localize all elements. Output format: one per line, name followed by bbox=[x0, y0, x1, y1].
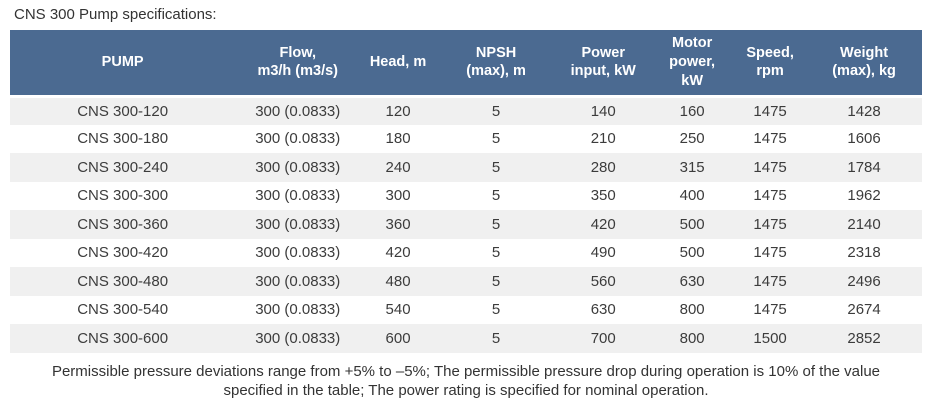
cell-pump: CNS 300-180 bbox=[10, 124, 236, 153]
cell-power-input: 490 bbox=[556, 238, 651, 267]
column-header-head: Head, m bbox=[360, 30, 436, 98]
cell-pump: CNS 300-540 bbox=[10, 295, 236, 324]
cell-head: 180 bbox=[360, 124, 436, 153]
cell-head: 600 bbox=[360, 324, 436, 353]
cell-weight: 2496 bbox=[806, 267, 922, 296]
page: CNS 300 Pump specifications: PUMP Flow, m… bbox=[10, 6, 922, 400]
cell-flow: 300 (0.0833) bbox=[235, 324, 361, 353]
cell-head: 360 bbox=[360, 210, 436, 239]
cell-pump: CNS 300-360 bbox=[10, 210, 236, 239]
cell-power-input: 280 bbox=[556, 153, 651, 182]
page-title: CNS 300 Pump specifications: bbox=[14, 6, 217, 23]
cell-power-input: 210 bbox=[556, 124, 651, 153]
cell-npsh: 5 bbox=[435, 324, 557, 353]
cell-pump: CNS 300-480 bbox=[10, 267, 236, 296]
cell-npsh: 5 bbox=[435, 238, 557, 267]
cell-weight: 2852 bbox=[806, 324, 922, 353]
cell-motor-power: 315 bbox=[650, 153, 735, 182]
cell-pump: CNS 300-120 bbox=[10, 96, 236, 125]
cell-speed: 1475 bbox=[734, 295, 807, 324]
cell-motor-power: 800 bbox=[650, 324, 735, 353]
table-row: CNS 300-420 300 (0.0833) 420 5 490 500 1475 231… bbox=[10, 238, 922, 267]
cell-motor-power: 400 bbox=[650, 181, 735, 210]
cell-flow: 300 (0.0833) bbox=[235, 210, 361, 239]
cell-npsh: 5 bbox=[435, 267, 557, 296]
cell-motor-power: 800 bbox=[650, 295, 735, 324]
cell-speed: 1475 bbox=[734, 267, 807, 296]
cell-npsh: 5 bbox=[435, 181, 557, 210]
column-header-power-input: Power input, kW bbox=[556, 30, 651, 98]
cell-power-input: 630 bbox=[556, 295, 651, 324]
cell-power-input: 140 bbox=[556, 96, 651, 125]
cell-power-input: 700 bbox=[556, 324, 651, 353]
cell-speed: 1475 bbox=[734, 210, 807, 239]
cell-flow: 300 (0.0833) bbox=[235, 153, 361, 182]
table-row: CNS 300-120 300 (0.0833) 120 5 140 160 1475 142… bbox=[10, 96, 922, 125]
cell-speed: 1475 bbox=[734, 96, 807, 125]
column-header-speed: Speed, rpm bbox=[734, 30, 807, 98]
cell-speed: 1475 bbox=[734, 153, 807, 182]
cell-weight: 2140 bbox=[806, 210, 922, 239]
table-row: CNS 300-480 300 (0.0833) 480 5 560 630 1475 249… bbox=[10, 267, 922, 296]
cell-npsh: 5 bbox=[435, 210, 557, 239]
cell-pump: CNS 300-600 bbox=[10, 324, 236, 353]
cell-pump: CNS 300-240 bbox=[10, 153, 236, 182]
cell-motor-power: 250 bbox=[650, 124, 735, 153]
cell-weight: 1962 bbox=[806, 181, 922, 210]
column-header-npsh: NPSH (max), m bbox=[435, 30, 557, 98]
cell-motor-power: 160 bbox=[650, 96, 735, 125]
cell-power-input: 350 bbox=[556, 181, 651, 210]
cell-head: 240 bbox=[360, 153, 436, 182]
cell-weight: 1428 bbox=[806, 96, 922, 125]
cell-flow: 300 (0.0833) bbox=[235, 295, 361, 324]
table-row: CNS 300-540 300 (0.0833) 540 5 630 800 1475 267… bbox=[10, 295, 922, 324]
cell-speed: 1475 bbox=[734, 181, 807, 210]
pump-spec-table: PUMP Flow, m3/h (m3/s) Head, m NPSH (max), … bbox=[10, 30, 922, 353]
cell-weight: 2674 bbox=[806, 295, 922, 324]
cell-flow: 300 (0.0833) bbox=[235, 181, 361, 210]
table-header: PUMP Flow, m3/h (m3/s) Head, m NPSH (max), … bbox=[10, 30, 922, 98]
cell-weight: 1606 bbox=[806, 124, 922, 153]
cell-speed: 1475 bbox=[734, 124, 807, 153]
cell-motor-power: 630 bbox=[650, 267, 735, 296]
cell-npsh: 5 bbox=[435, 153, 557, 182]
header-row: PUMP Flow, m3/h (m3/s) Head, m NPSH (max), … bbox=[10, 30, 922, 98]
table-row: CNS 300-300 300 (0.0833) 300 5 350 400 1475 196… bbox=[10, 181, 922, 210]
cell-flow: 300 (0.0833) bbox=[235, 124, 361, 153]
table-row: CNS 300-180 300 (0.0833) 180 5 210 250 1475 160… bbox=[10, 124, 922, 153]
table-row: CNS 300-240 300 (0.0833) 240 5 280 315 1475 178… bbox=[10, 153, 922, 182]
cell-npsh: 5 bbox=[435, 295, 557, 324]
cell-speed: 1500 bbox=[734, 324, 807, 353]
cell-head: 540 bbox=[360, 295, 436, 324]
cell-weight: 1784 bbox=[806, 153, 922, 182]
footnote: Permissible pressure deviations range fr… bbox=[51, 362, 881, 400]
cell-speed: 1475 bbox=[734, 238, 807, 267]
cell-motor-power: 500 bbox=[650, 238, 735, 267]
column-header-pump: PUMP bbox=[10, 30, 236, 98]
cell-power-input: 560 bbox=[556, 267, 651, 296]
cell-flow: 300 (0.0833) bbox=[235, 238, 361, 267]
cell-head: 300 bbox=[360, 181, 436, 210]
cell-npsh: 5 bbox=[435, 124, 557, 153]
table-row: CNS 300-600 300 (0.0833) 600 5 700 800 1500 285… bbox=[10, 324, 922, 353]
cell-pump: CNS 300-300 bbox=[10, 181, 236, 210]
table-body: CNS 300-120 300 (0.0833) 120 5 140 160 1475 142… bbox=[10, 96, 922, 353]
cell-head: 120 bbox=[360, 96, 436, 125]
cell-weight: 2318 bbox=[806, 238, 922, 267]
cell-flow: 300 (0.0833) bbox=[235, 267, 361, 296]
column-header-weight: Weight (max), kg bbox=[806, 30, 922, 98]
cell-npsh: 5 bbox=[435, 96, 557, 125]
column-header-motor-power: Motor power, kW bbox=[650, 30, 735, 98]
column-header-flow: Flow, m3/h (m3/s) bbox=[235, 30, 361, 98]
cell-motor-power: 500 bbox=[650, 210, 735, 239]
cell-head: 480 bbox=[360, 267, 436, 296]
cell-power-input: 420 bbox=[556, 210, 651, 239]
cell-flow: 300 (0.0833) bbox=[235, 96, 361, 125]
cell-pump: CNS 300-420 bbox=[10, 238, 236, 267]
cell-head: 420 bbox=[360, 238, 436, 267]
table-row: CNS 300-360 300 (0.0833) 360 5 420 500 1475 214… bbox=[10, 210, 922, 239]
